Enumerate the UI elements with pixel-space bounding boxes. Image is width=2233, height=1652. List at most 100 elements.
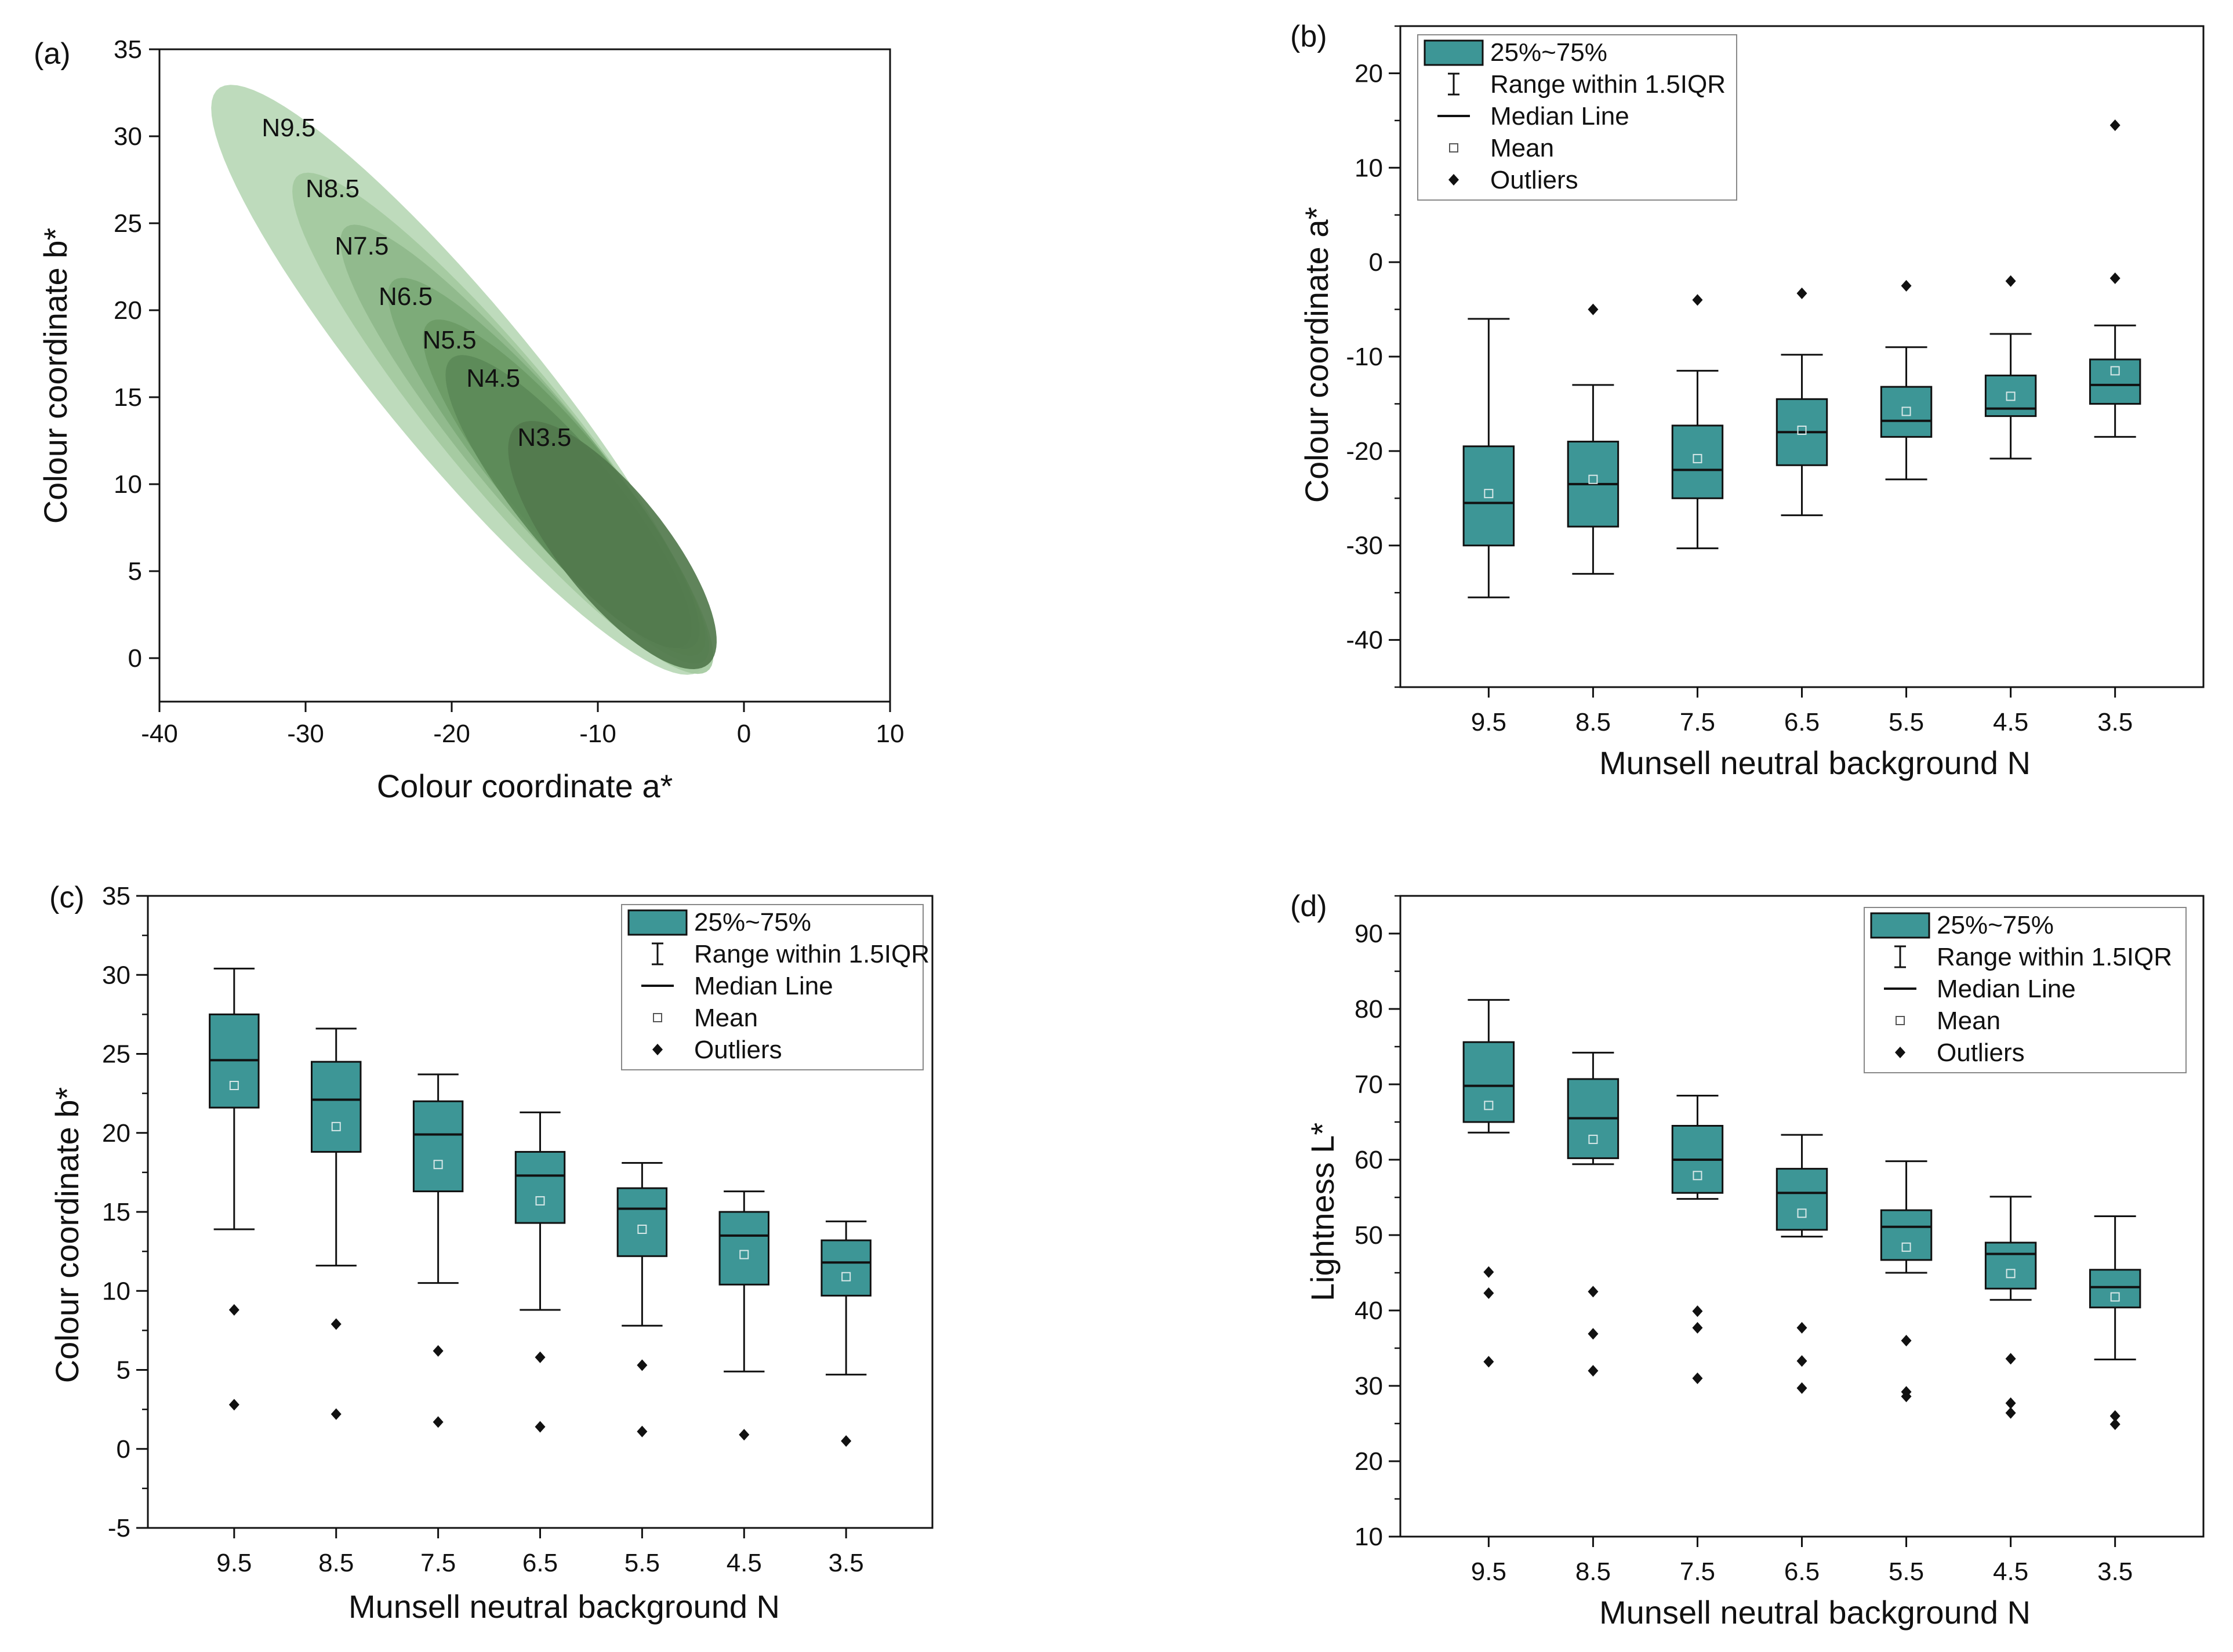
panel-d-label: (d) <box>1290 889 1327 923</box>
panel-a-ytick-label: 30 <box>114 122 142 151</box>
panel-a-xtick-label: -20 <box>433 720 470 748</box>
panel-c-box <box>514 1150 566 1224</box>
panel-d-box <box>2089 1269 2141 1309</box>
panel-d-outlier-marker <box>1692 1373 1703 1384</box>
panel-a-frame <box>158 48 891 703</box>
panel-a-xtick-label: -10 <box>579 720 616 748</box>
panel-b-box-group-4-5 <box>1984 275 2037 460</box>
panel-d-outlier-marker <box>2005 1397 2016 1409</box>
panel-c-outlier-marker <box>637 1425 648 1437</box>
ellipse-label-n6-5: N6.5 <box>379 282 433 311</box>
panel-b-xtick-label: 4.5 <box>1993 708 2028 736</box>
panel-b-box <box>1984 375 2037 417</box>
panel-c-legend-swatch-outlier <box>652 1044 663 1055</box>
panel-c-box <box>616 1187 668 1257</box>
panel-b-box-group-5-5 <box>1880 279 1933 481</box>
panel-d-mean-marker <box>1901 1242 1911 1252</box>
panel-a-xtick-label: -40 <box>141 720 178 748</box>
panel-d-ytick-label: 90 <box>1355 920 1383 948</box>
ellipse-label-n3-5: N3.5 <box>517 423 571 452</box>
panel-b-mean-marker <box>1588 474 1598 484</box>
panel-d-outlier-marker <box>1483 1356 1494 1368</box>
panel-b-xtick-label: 6.5 <box>1784 708 1820 736</box>
panel-d-outlier-marker <box>1692 1305 1703 1317</box>
panel-c-legend-label: Mean <box>694 1004 758 1032</box>
panel-d-outlier-marker <box>1796 1382 1807 1394</box>
panel-d-box <box>1775 1168 1828 1231</box>
panel-b-xlabel: Munsell neutral background N <box>1599 745 2031 781</box>
panel-c-mean-marker <box>535 1196 545 1206</box>
panel-b-ytick-label: -30 <box>1346 532 1383 560</box>
panel-d-ytick-label: 40 <box>1355 1297 1383 1325</box>
panel-d-ytick-label: 80 <box>1355 995 1383 1023</box>
panel-c-box-group-4-5 <box>718 1190 769 1441</box>
panel-d-box-group-4-5 <box>1984 1196 2037 1419</box>
panel-c-mean-marker <box>331 1121 341 1131</box>
panel-d-outlier-marker <box>1901 1390 1912 1403</box>
panel-d-box <box>1462 1041 1515 1123</box>
panel-d-legend-swatch-outlier <box>1895 1047 1905 1058</box>
panel-d-xtick-label: 6.5 <box>1784 1557 1820 1586</box>
panel-b-legend-label: 25%~75% <box>1490 38 1607 67</box>
panel-d-xtick-label: 8.5 <box>1575 1557 1611 1586</box>
panel-c-outlier-marker <box>228 1399 239 1411</box>
panel-d-outlier-marker <box>2005 1407 2016 1419</box>
panel-d-legend-label: Mean <box>1937 1007 2000 1035</box>
panel-c-boxplot: (c) -5 0 5 10 15 20 25 30 35 9.5 8.5 7.5 6.5 5.5 4.5 3.… <box>49 881 934 1625</box>
panel-c-outlier-marker <box>841 1435 852 1447</box>
panel-c-outlier-marker <box>433 1345 444 1357</box>
panel-d-outlier-marker <box>1483 1266 1494 1278</box>
ellipse-label-n4-5: N4.5 <box>466 364 520 393</box>
panel-d-ytick-label: 70 <box>1355 1070 1383 1099</box>
panel-a-xtick-label: 10 <box>876 720 905 748</box>
panel-b-legend-label: Range within 1.5IQR <box>1490 70 1726 99</box>
panel-b-mean-marker <box>1484 489 1494 499</box>
panel-b-ylabel: Colour coordinate a* <box>1298 207 1335 503</box>
panel-b-plot-area: -40 -30 -20 -10 0 10 20 9.5 8.5 7.5 6.5 5.5 4.5 3.5 <box>1346 25 2205 736</box>
panel-a-ytick-label: 35 <box>114 35 142 64</box>
panel-c-mean-marker <box>739 1250 749 1259</box>
panel-d-outlier-marker <box>2005 1353 2016 1365</box>
panel-c-legend-swatch-mean <box>653 1013 662 1022</box>
panel-d-legend-label: Range within 1.5IQR <box>1937 943 2172 971</box>
panel-d-ytick-label: 60 <box>1355 1146 1383 1174</box>
panel-c-xtick-label: 5.5 <box>624 1549 660 1577</box>
panel-c-xlabel: Munsell neutral background N <box>348 1588 780 1625</box>
panel-b-legend-swatch-outlier <box>1448 174 1459 186</box>
panel-c-box-group-9-5 <box>209 967 260 1411</box>
panel-d-outlier-marker <box>1588 1328 1599 1340</box>
panel-d-outlier-marker <box>1796 1355 1807 1367</box>
panel-d-xtick-label: 4.5 <box>1993 1557 2028 1586</box>
panel-b-mean-marker <box>1901 406 1911 416</box>
panel-b-ytick-label: 0 <box>1369 248 1383 277</box>
panel-b-xtick-label: 5.5 <box>1889 708 1924 736</box>
panel-d-outlier-marker <box>2109 1410 2121 1422</box>
panel-a-xtick-label: 0 <box>737 720 751 748</box>
panel-c-outlier-marker <box>331 1318 342 1330</box>
panel-d-ytick-label: 50 <box>1355 1221 1383 1250</box>
panel-d-outlier-marker <box>1588 1286 1599 1298</box>
panel-d-legend-label: 25%~75% <box>1937 911 2054 939</box>
panel-b-legend-swatch-mean <box>1449 143 1458 153</box>
panel-d-box-group-3-5 <box>2089 1215 2141 1430</box>
panel-c-label: (c) <box>49 881 85 914</box>
panel-a-xlabel: Colour coordinate a* <box>377 768 673 804</box>
panel-a-plot-area: N9.5 N8.5 N7.5 N6.5 N5.5 N4.5 N3.5 <box>211 85 717 675</box>
panel-d-box-group-5-5 <box>1880 1160 1933 1403</box>
panel-c-ytick-label: 5 <box>117 1356 130 1385</box>
panel-b-xtick-label: 3.5 <box>2097 708 2133 736</box>
panel-b-outlier-marker <box>2109 272 2121 284</box>
panel-b-box <box>1671 424 1724 499</box>
panel-a-ytick-label: 15 <box>114 383 142 412</box>
panel-b-ytick-label: -10 <box>1346 343 1383 371</box>
panel-c-outlier-marker <box>535 1421 546 1433</box>
panel-a-ytick-label: 5 <box>128 557 142 586</box>
panel-c-outlier-marker <box>331 1408 342 1420</box>
panel-c-box-group-8-5 <box>311 1027 362 1420</box>
panel-d-legend-label: Median Line <box>1937 975 2076 1003</box>
panel-b-ytick-label: 20 <box>1355 59 1383 88</box>
panel-c-box <box>820 1239 872 1297</box>
panel-c-ytick-label: 15 <box>102 1198 130 1226</box>
panel-b-box-group-8-5 <box>1567 303 1620 575</box>
panel-b-legend: 25%~75% Range within 1.5IQR Median Line Mea… <box>1417 34 1737 201</box>
